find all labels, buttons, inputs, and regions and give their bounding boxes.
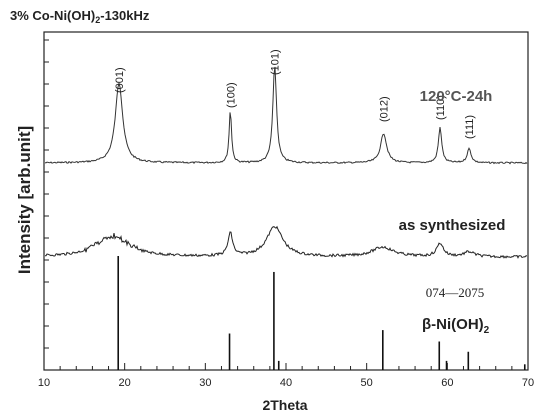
y-axis-ticks: [44, 39, 49, 349]
peak-label-110: (110): [435, 95, 447, 120]
x-tick-label-10: 10: [38, 377, 50, 389]
peak-label-111: (111): [464, 115, 476, 139]
peak-label-100: (100): [225, 82, 237, 108]
series-label-as-synthesized: as synthesized: [399, 217, 506, 234]
peak-labels: (001) (100) (101) (012) (110) (111): [114, 49, 476, 139]
x-tick-label-40: 40: [280, 377, 292, 389]
peak-label-001: (001): [114, 67, 126, 93]
x-tick-label-50: 50: [361, 377, 373, 389]
chart-title: 3% Co-Ni(OH)2-130kHz: [10, 8, 150, 25]
reference-lines: [117, 256, 526, 370]
x-tick-label-70: 70: [522, 377, 534, 389]
reference-phase-label: β-Ni(OH)2: [422, 316, 490, 336]
x-tick-labels: 10 20 30 40 50 60 70: [38, 377, 534, 389]
x-axis-label: 2Theta: [262, 397, 307, 413]
series-label-120c-24h: 120°C-24h: [420, 88, 493, 105]
x-tick-label-30: 30: [199, 377, 211, 389]
y-axis-label: Intensity [arb.unit]: [15, 126, 34, 274]
x-tick-label-20: 20: [119, 377, 131, 389]
x-tick-label-60: 60: [441, 377, 453, 389]
peak-label-012: (012): [379, 96, 391, 122]
x-axis-ticks: [43, 363, 529, 370]
series-line-as-synthesized: [45, 225, 528, 259]
peak-label-101: (101): [270, 49, 282, 75]
series-line-120c-24h: [44, 66, 528, 165]
reference-card-number: 074—2075: [426, 285, 485, 300]
